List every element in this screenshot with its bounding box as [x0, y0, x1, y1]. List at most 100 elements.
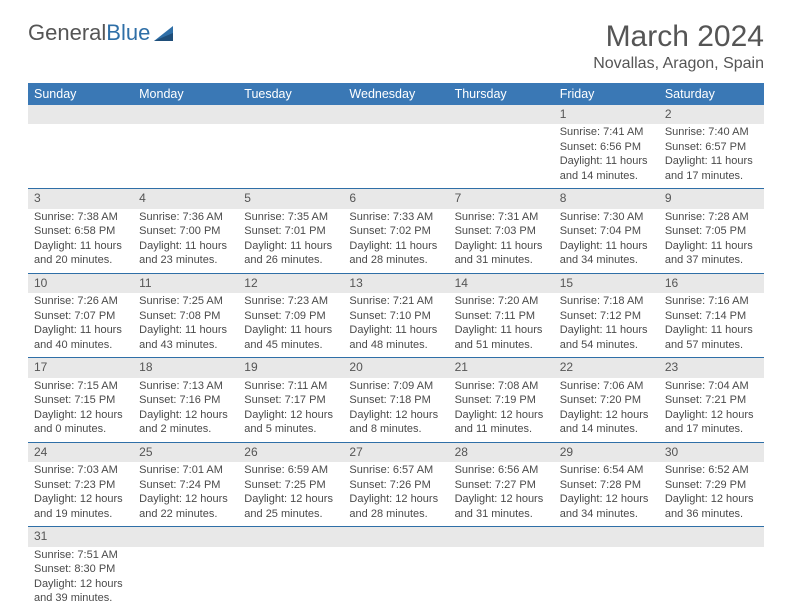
day-cell: Sunrise: 7:40 AMSunset: 6:57 PMDaylight:…: [659, 124, 764, 188]
daylight-text-2: and 5 minutes.: [244, 422, 337, 437]
daylight-text-2: and 31 minutes.: [455, 507, 548, 522]
day-number: [343, 527, 448, 546]
daylight-text-1: Daylight: 11 hours: [665, 239, 758, 254]
day-number: 15: [554, 274, 659, 293]
day-cell: [238, 547, 343, 611]
day-data-row: Sunrise: 7:41 AMSunset: 6:56 PMDaylight:…: [28, 124, 764, 189]
daylight-text-2: and 17 minutes.: [665, 422, 758, 437]
day-number: 3: [28, 189, 133, 208]
day-cell: Sunrise: 7:41 AMSunset: 6:56 PMDaylight:…: [554, 124, 659, 188]
daylight-text-2: and 17 minutes.: [665, 169, 758, 184]
day-number-row: 3456789: [28, 189, 764, 208]
day-data-row: Sunrise: 7:15 AMSunset: 7:15 PMDaylight:…: [28, 378, 764, 443]
sunset-text: Sunset: 7:09 PM: [244, 309, 337, 324]
day-number: 8: [554, 189, 659, 208]
day-number: 24: [28, 443, 133, 462]
day-number: 4: [133, 189, 238, 208]
sunrise-text: Sunrise: 7:51 AM: [34, 548, 127, 563]
day-cell: [133, 124, 238, 188]
day-number: 18: [133, 358, 238, 377]
sunset-text: Sunset: 7:05 PM: [665, 224, 758, 239]
day-data-row: Sunrise: 7:03 AMSunset: 7:23 PMDaylight:…: [28, 462, 764, 527]
sunset-text: Sunset: 7:21 PM: [665, 393, 758, 408]
sunrise-text: Sunrise: 7:35 AM: [244, 210, 337, 225]
sunrise-text: Sunrise: 7:30 AM: [560, 210, 653, 225]
day-number: [133, 527, 238, 546]
sunset-text: Sunset: 7:28 PM: [560, 478, 653, 493]
sunrise-text: Sunrise: 7:36 AM: [139, 210, 232, 225]
sunrise-text: Sunrise: 7:20 AM: [455, 294, 548, 309]
sunset-text: Sunset: 7:04 PM: [560, 224, 653, 239]
day-cell: Sunrise: 7:08 AMSunset: 7:19 PMDaylight:…: [449, 378, 554, 442]
sunrise-text: Sunrise: 7:26 AM: [34, 294, 127, 309]
daylight-text-2: and 28 minutes.: [349, 507, 442, 522]
sunset-text: Sunset: 7:19 PM: [455, 393, 548, 408]
day-data-row: Sunrise: 7:38 AMSunset: 6:58 PMDaylight:…: [28, 209, 764, 274]
sunrise-text: Sunrise: 7:31 AM: [455, 210, 548, 225]
day-cell: Sunrise: 7:03 AMSunset: 7:23 PMDaylight:…: [28, 462, 133, 526]
daylight-text-1: Daylight: 12 hours: [349, 492, 442, 507]
sunrise-text: Sunrise: 6:52 AM: [665, 463, 758, 478]
daylight-text-2: and 57 minutes.: [665, 338, 758, 353]
sunset-text: Sunset: 7:10 PM: [349, 309, 442, 324]
day-number-row: 10111213141516: [28, 274, 764, 293]
day-number: 19: [238, 358, 343, 377]
sunrise-text: Sunrise: 7:28 AM: [665, 210, 758, 225]
sunrise-text: Sunrise: 6:57 AM: [349, 463, 442, 478]
sunset-text: Sunset: 7:01 PM: [244, 224, 337, 239]
sunset-text: Sunset: 7:07 PM: [34, 309, 127, 324]
day-cell: Sunrise: 7:15 AMSunset: 7:15 PMDaylight:…: [28, 378, 133, 442]
day-cell: Sunrise: 7:36 AMSunset: 7:00 PMDaylight:…: [133, 209, 238, 273]
logo: GeneralBlue: [28, 20, 176, 46]
day-number: 22: [554, 358, 659, 377]
day-number: 21: [449, 358, 554, 377]
day-number: 2: [659, 105, 764, 124]
day-cell: Sunrise: 7:01 AMSunset: 7:24 PMDaylight:…: [133, 462, 238, 526]
daylight-text-1: Daylight: 11 hours: [560, 323, 653, 338]
daylight-text-2: and 11 minutes.: [455, 422, 548, 437]
day-number: 31: [28, 527, 133, 546]
daylight-text-2: and 14 minutes.: [560, 422, 653, 437]
daylight-text-2: and 23 minutes.: [139, 253, 232, 268]
day-cell: Sunrise: 6:56 AMSunset: 7:27 PMDaylight:…: [449, 462, 554, 526]
daylight-text-1: Daylight: 11 hours: [34, 323, 127, 338]
logo-text-general: General: [28, 20, 106, 46]
day-number: 7: [449, 189, 554, 208]
daylight-text-2: and 14 minutes.: [560, 169, 653, 184]
daylight-text-1: Daylight: 12 hours: [34, 492, 127, 507]
day-cell: Sunrise: 7:18 AMSunset: 7:12 PMDaylight:…: [554, 293, 659, 357]
sunset-text: Sunset: 7:23 PM: [34, 478, 127, 493]
sunrise-text: Sunrise: 6:54 AM: [560, 463, 653, 478]
sunset-text: Sunset: 6:58 PM: [34, 224, 127, 239]
day-cell: [133, 547, 238, 611]
sunrise-text: Sunrise: 7:15 AM: [34, 379, 127, 394]
daylight-text-1: Daylight: 12 hours: [560, 492, 653, 507]
sunset-text: Sunset: 7:16 PM: [139, 393, 232, 408]
sunrise-text: Sunrise: 7:01 AM: [139, 463, 232, 478]
daylight-text-2: and 26 minutes.: [244, 253, 337, 268]
day-cell: [449, 124, 554, 188]
day-cell: Sunrise: 6:59 AMSunset: 7:25 PMDaylight:…: [238, 462, 343, 526]
day-number: 6: [343, 189, 448, 208]
sunrise-text: Sunrise: 7:23 AM: [244, 294, 337, 309]
daylight-text-1: Daylight: 11 hours: [455, 239, 548, 254]
daylight-text-2: and 28 minutes.: [349, 253, 442, 268]
day-cell: [343, 124, 448, 188]
day-cell: Sunrise: 7:13 AMSunset: 7:16 PMDaylight:…: [133, 378, 238, 442]
day-number: 16: [659, 274, 764, 293]
day-data-row: Sunrise: 7:26 AMSunset: 7:07 PMDaylight:…: [28, 293, 764, 358]
sunset-text: Sunset: 7:25 PM: [244, 478, 337, 493]
daylight-text-1: Daylight: 11 hours: [455, 323, 548, 338]
day-data-row: Sunrise: 7:51 AMSunset: 8:30 PMDaylight:…: [28, 547, 764, 611]
daylight-text-2: and 48 minutes.: [349, 338, 442, 353]
day-cell: Sunrise: 7:51 AMSunset: 8:30 PMDaylight:…: [28, 547, 133, 611]
day-number-row: 24252627282930: [28, 443, 764, 462]
sunrise-text: Sunrise: 7:41 AM: [560, 125, 653, 140]
daylight-text-2: and 0 minutes.: [34, 422, 127, 437]
daylight-text-2: and 25 minutes.: [244, 507, 337, 522]
daylight-text-1: Daylight: 12 hours: [455, 492, 548, 507]
sunrise-text: Sunrise: 7:16 AM: [665, 294, 758, 309]
day-number: 10: [28, 274, 133, 293]
day-number: 11: [133, 274, 238, 293]
day-cell: Sunrise: 7:09 AMSunset: 7:18 PMDaylight:…: [343, 378, 448, 442]
